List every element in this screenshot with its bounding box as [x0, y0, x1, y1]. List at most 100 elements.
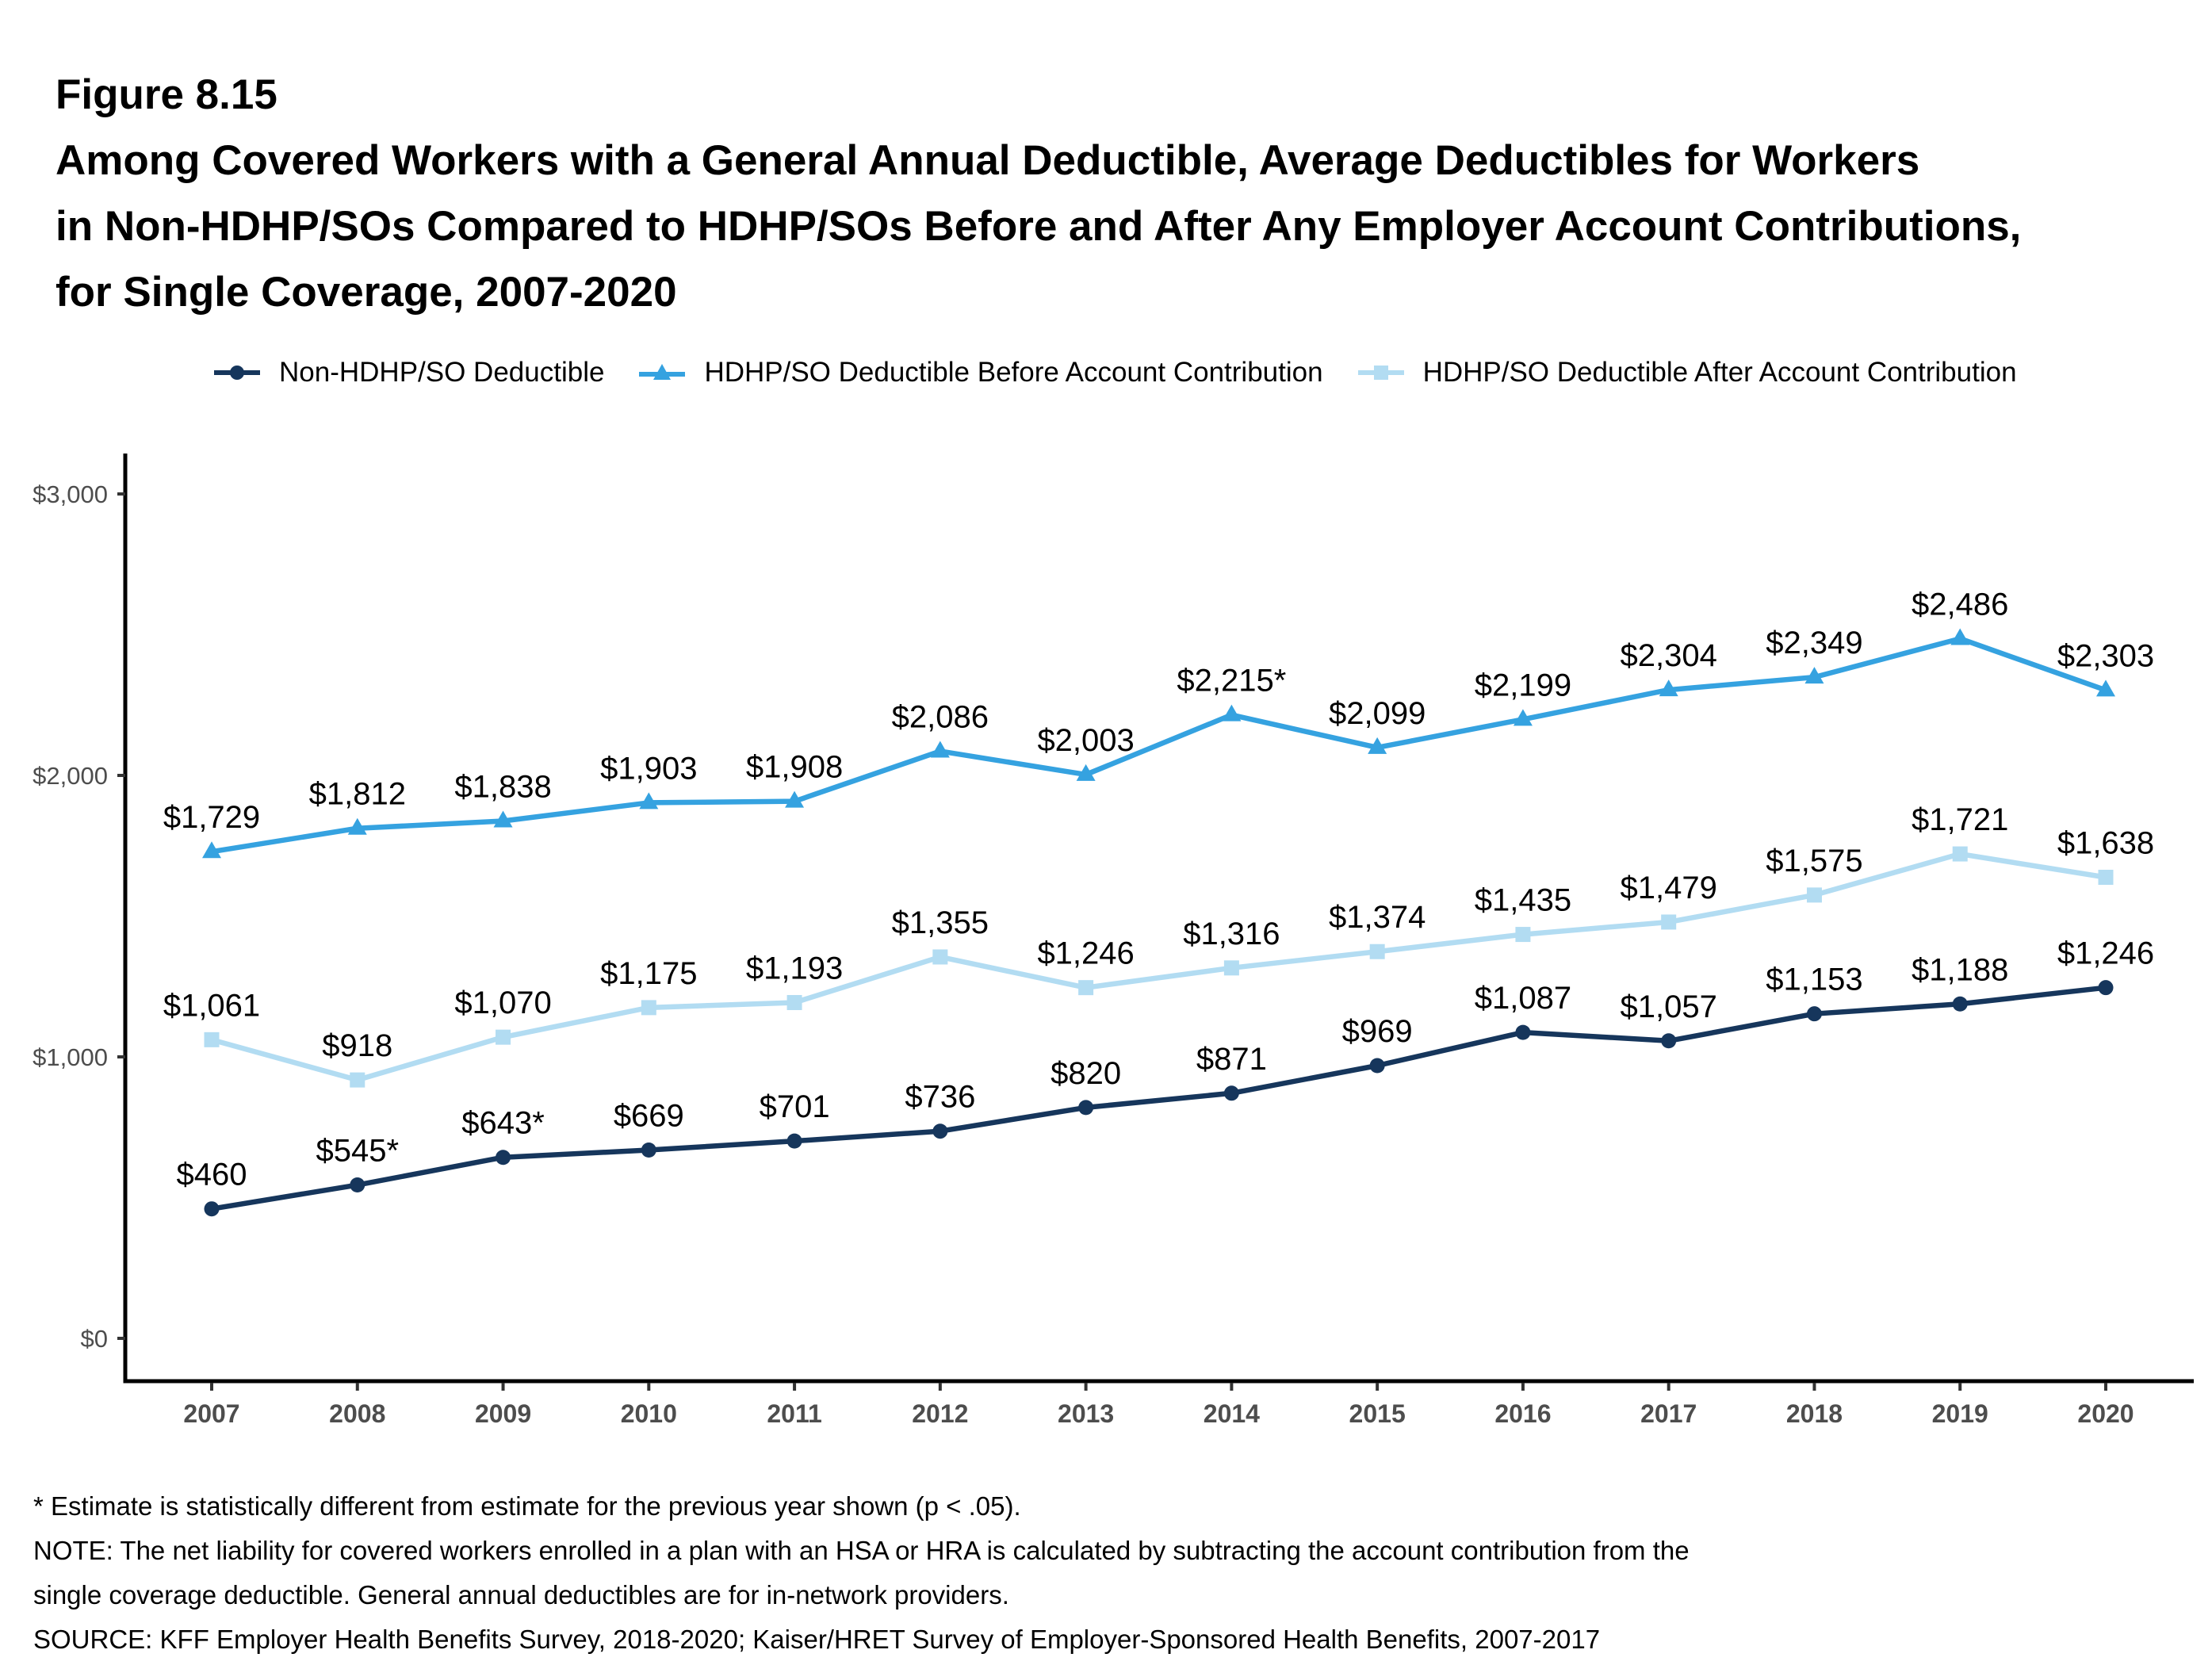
data-point-square [641, 1000, 656, 1016]
data-label: $2,215* [1177, 664, 1286, 699]
data-label: $918 [322, 1028, 392, 1063]
figure-title-line-3: for Single Coverage, 2007-2020 [55, 269, 677, 316]
series-line-non-hdhp-so-deductible [211, 985, 2107, 1211]
data-label: $1,908 [746, 750, 843, 785]
x-tick-label: 2012 [912, 1399, 968, 1428]
data-point-circle [1223, 1085, 1239, 1101]
data-label: $820 [1051, 1056, 1121, 1091]
data-point-circle [641, 1143, 656, 1158]
data-point-triangle [785, 790, 805, 808]
legend-item-non-hdhp: Non-HDHP/SO Deductible [212, 357, 604, 388]
x-tick-label: 2019 [1932, 1399, 1988, 1428]
data-label: $1,903 [600, 751, 697, 786]
footnote-source: SOURCE: KFF Employer Health Benefits Sur… [33, 1625, 1601, 1654]
data-label: $1,061 [163, 988, 260, 1023]
data-point-triangle [1368, 737, 1387, 754]
data-label: $2,303 [2057, 638, 2154, 673]
data-point-circle [932, 1123, 948, 1139]
data-point-square [786, 994, 802, 1010]
data-label: $1,193 [746, 951, 843, 986]
data-point-circle [204, 1201, 220, 1217]
x-tick-label: 2008 [329, 1399, 385, 1428]
data-label: $1,479 [1621, 871, 1717, 905]
x-tick-label: 2014 [1204, 1399, 1260, 1428]
data-label: $701 [760, 1089, 830, 1124]
data-label: $2,003 [1037, 723, 1134, 758]
x-tick-label: 2016 [1494, 1399, 1551, 1428]
chart-legend: Non-HDHP/SO Deductible HDHP/SO Deductibl… [212, 353, 2050, 392]
x-tick-label: 2020 [2077, 1399, 2134, 1428]
data-label: $1,246 [1037, 936, 1134, 971]
legend-label: HDHP/SO Deductible Before Account Contri… [704, 357, 1323, 388]
legend-square-icon [1357, 366, 1404, 380]
data-label: $1,087 [1475, 981, 1571, 1016]
data-label: $2,099 [1329, 696, 1426, 731]
chart-notes: * Estimate is statistically different fr… [33, 1484, 1690, 1662]
legend-circle-icon [214, 366, 260, 380]
data-point-square [1515, 927, 1531, 943]
data-label: $545* [316, 1134, 399, 1169]
y-tick-label: $0 [81, 1325, 108, 1353]
x-tick-label: 2011 [767, 1399, 821, 1428]
data-point-triangle [1950, 628, 1970, 645]
x-tick-label: 2009 [475, 1399, 531, 1428]
figure-title-line-1: Among Covered Workers with a General Ann… [55, 137, 1920, 184]
data-point-square [1806, 887, 1822, 903]
data-label: $1,070 [454, 986, 551, 1020]
data-label: $2,086 [892, 699, 989, 734]
x-tick-label: 2013 [1058, 1399, 1114, 1428]
footnote-note-line-1: NOTE: The net liability for covered work… [33, 1536, 1690, 1565]
figure-number: Figure 8.15 [55, 71, 277, 118]
footnote-significance: * Estimate is statistically different fr… [33, 1491, 1021, 1521]
data-label: $669 [614, 1099, 684, 1134]
data-point-triangle [930, 741, 950, 758]
data-label: $1,188 [1912, 952, 2008, 987]
data-label: $2,304 [1621, 638, 1717, 673]
x-tick-label: 2010 [621, 1399, 677, 1428]
data-point-triangle [639, 792, 659, 810]
data-point-square [350, 1072, 365, 1088]
data-label: $2,199 [1475, 668, 1571, 702]
data-label: $1,355 [892, 905, 989, 940]
data-label: $2,349 [1766, 626, 1862, 660]
data-label: $1,246 [2057, 936, 2154, 971]
footnote-note-line-2: single coverage deductible. General annu… [33, 1580, 1009, 1610]
data-point-square [1661, 914, 1677, 930]
data-point-square [932, 949, 948, 965]
data-point-circle [1952, 996, 1968, 1012]
data-point-square [1369, 944, 1385, 959]
legend-item-hdhp-after: HDHP/SO Deductible After Account Contrib… [1357, 357, 2017, 388]
figure-header: Figure 8.15 Among Covered Workers with a… [55, 62, 2021, 325]
data-label: $1,435 [1475, 883, 1571, 918]
legend-label: HDHP/SO Deductible After Account Contrib… [1422, 357, 2017, 388]
data-label: $460 [177, 1158, 247, 1192]
data-point-triangle [1804, 667, 1824, 684]
data-point-triangle [1222, 704, 1242, 722]
data-point-circle [350, 1177, 365, 1193]
y-tick-label: $2,000 [33, 762, 108, 790]
chart-series [202, 628, 2115, 1217]
data-point-circle [1806, 1006, 1822, 1022]
x-tick-label: 2017 [1640, 1399, 1697, 1428]
data-point-circle [1369, 1058, 1385, 1074]
data-label: $1,575 [1766, 844, 1862, 878]
data-point-triangle [2096, 679, 2115, 697]
legend-item-hdhp-before: HDHP/SO Deductible Before Account Contri… [637, 357, 1323, 388]
data-label: $1,838 [454, 770, 551, 805]
data-label: $1,175 [600, 956, 697, 991]
data-point-square [1223, 960, 1239, 976]
x-tick-label: 2018 [1786, 1399, 1843, 1428]
data-point-square [1952, 846, 1968, 862]
data-point-square [496, 1029, 511, 1045]
data-label: $643* [461, 1106, 545, 1141]
data-label: $1,153 [1766, 963, 1862, 997]
figure-title-line-2: in Non-HDHP/SOs Compared to HDHP/SOs Bef… [55, 203, 2022, 250]
x-tick-label: 2007 [183, 1399, 239, 1428]
data-point-triangle [1659, 679, 1678, 697]
data-point-circle [1078, 1100, 1094, 1116]
legend-triangle-icon [639, 364, 686, 380]
data-label: $1,374 [1329, 900, 1426, 935]
series-line-hdhp-so-deductible-after-account-contribution [211, 851, 2107, 1083]
data-label: $736 [905, 1080, 975, 1115]
